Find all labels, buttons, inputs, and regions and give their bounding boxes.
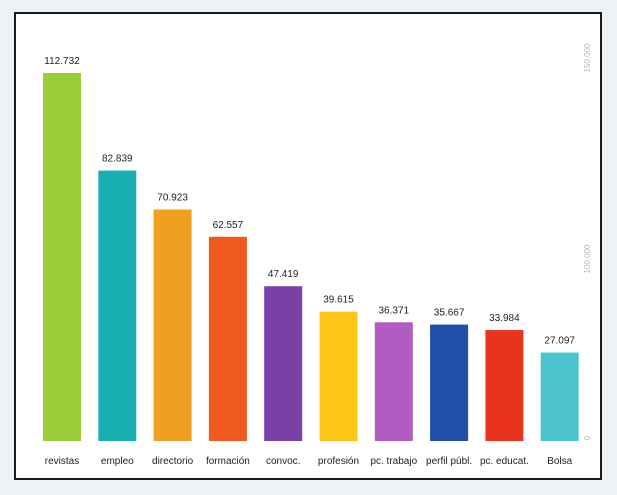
category-label: empleo bbox=[101, 456, 134, 467]
value-label: 36.371 bbox=[379, 305, 410, 316]
value-label: 27.097 bbox=[544, 336, 575, 347]
bar-revistas bbox=[43, 73, 81, 441]
category-label: profesión bbox=[318, 456, 359, 467]
bar-bolsa bbox=[540, 352, 579, 441]
bar-pc-trabajo bbox=[374, 322, 413, 441]
category-label: perfil públ. bbox=[426, 456, 472, 467]
value-label: 62.557 bbox=[213, 220, 244, 231]
category-label: convoc. bbox=[266, 456, 300, 467]
category-label: Bolsa bbox=[547, 456, 572, 467]
bar-pc-educat- bbox=[485, 330, 524, 441]
category-label: formación bbox=[206, 456, 250, 467]
bar-profesi-n bbox=[319, 311, 358, 441]
bar-perfil-p-bl- bbox=[430, 324, 469, 441]
category-label: pc. trabajo bbox=[370, 456, 417, 467]
bar-chart: 150,000 100,000 0 112.732 revistas 82.839 empl… bbox=[43, 43, 592, 467]
y-tick-label: 150,000 bbox=[583, 43, 592, 72]
bar-directorio bbox=[153, 209, 192, 441]
y-tick-label: 100,000 bbox=[583, 244, 592, 273]
category-label: directorio bbox=[152, 456, 194, 467]
value-label: 70.923 bbox=[157, 192, 188, 203]
value-label: 112.732 bbox=[44, 56, 80, 67]
bar-formaci-n bbox=[208, 236, 247, 441]
value-label: 35.667 bbox=[434, 308, 465, 319]
value-label: 33.984 bbox=[489, 313, 520, 324]
value-label: 39.615 bbox=[323, 295, 354, 306]
value-label: 82.839 bbox=[102, 154, 133, 165]
chart-frame: 150,000 100,000 0 112.732 revistas 82.839 empl… bbox=[14, 12, 602, 480]
category-label: revistas bbox=[45, 456, 79, 467]
y-tick-label: 0 bbox=[583, 435, 592, 440]
value-label: 47.419 bbox=[268, 269, 299, 280]
bar-empleo bbox=[98, 170, 137, 441]
category-label: pc. educat. bbox=[480, 456, 529, 467]
bar-convoc- bbox=[264, 286, 303, 441]
